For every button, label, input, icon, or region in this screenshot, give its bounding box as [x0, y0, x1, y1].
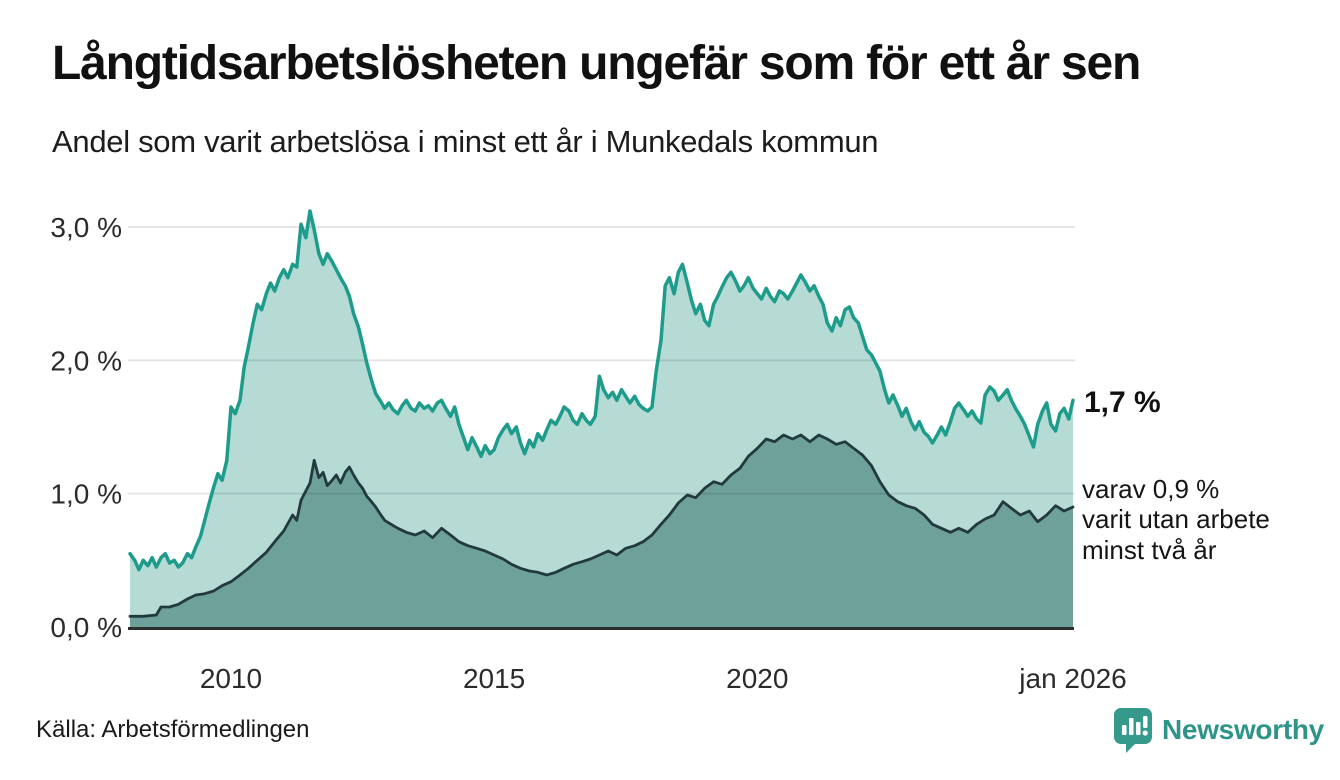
chart-subtitle: Andel som varit arbetslösa i minst ett å… [52, 124, 879, 159]
newsworthy-logo: Newsworthy [1112, 706, 1324, 753]
latest-value-label: 1,7 % [1084, 386, 1161, 419]
x-tick-label: 2015 [463, 663, 525, 694]
x-tick-label: jan 2026 [1018, 663, 1126, 694]
secondary-annotation-line: minst två år [1082, 534, 1217, 565]
y-tick-label: 2,0 % [50, 345, 122, 376]
series-line-1 [128, 209, 1075, 572]
source-note: Källa: Arbetsförmedlingen [36, 716, 310, 743]
chart-title: Långtidsarbetslösheten ungefär som för e… [52, 37, 1141, 90]
y-tick-label: 1,0 % [50, 479, 122, 510]
x-tick-label: 2010 [200, 663, 262, 694]
series-area-2 [130, 435, 1073, 627]
secondary-annotation-line: varav 0,9 % [1082, 474, 1220, 504]
secondary-series-annotation: varav 0,9 % varit utan arbete minst två … [1082, 474, 1270, 565]
newsworthy-icon [1114, 708, 1152, 753]
newsworthy-wordmark: Newsworthy [1162, 713, 1324, 745]
x-tick-label: 2020 [726, 663, 788, 694]
y-tick-label: 0,0 % [50, 612, 122, 643]
series-line-2 [128, 433, 1075, 618]
y-tick-label: 3,0 % [50, 212, 122, 243]
secondary-annotation-line: varit utan arbete [1082, 504, 1270, 535]
